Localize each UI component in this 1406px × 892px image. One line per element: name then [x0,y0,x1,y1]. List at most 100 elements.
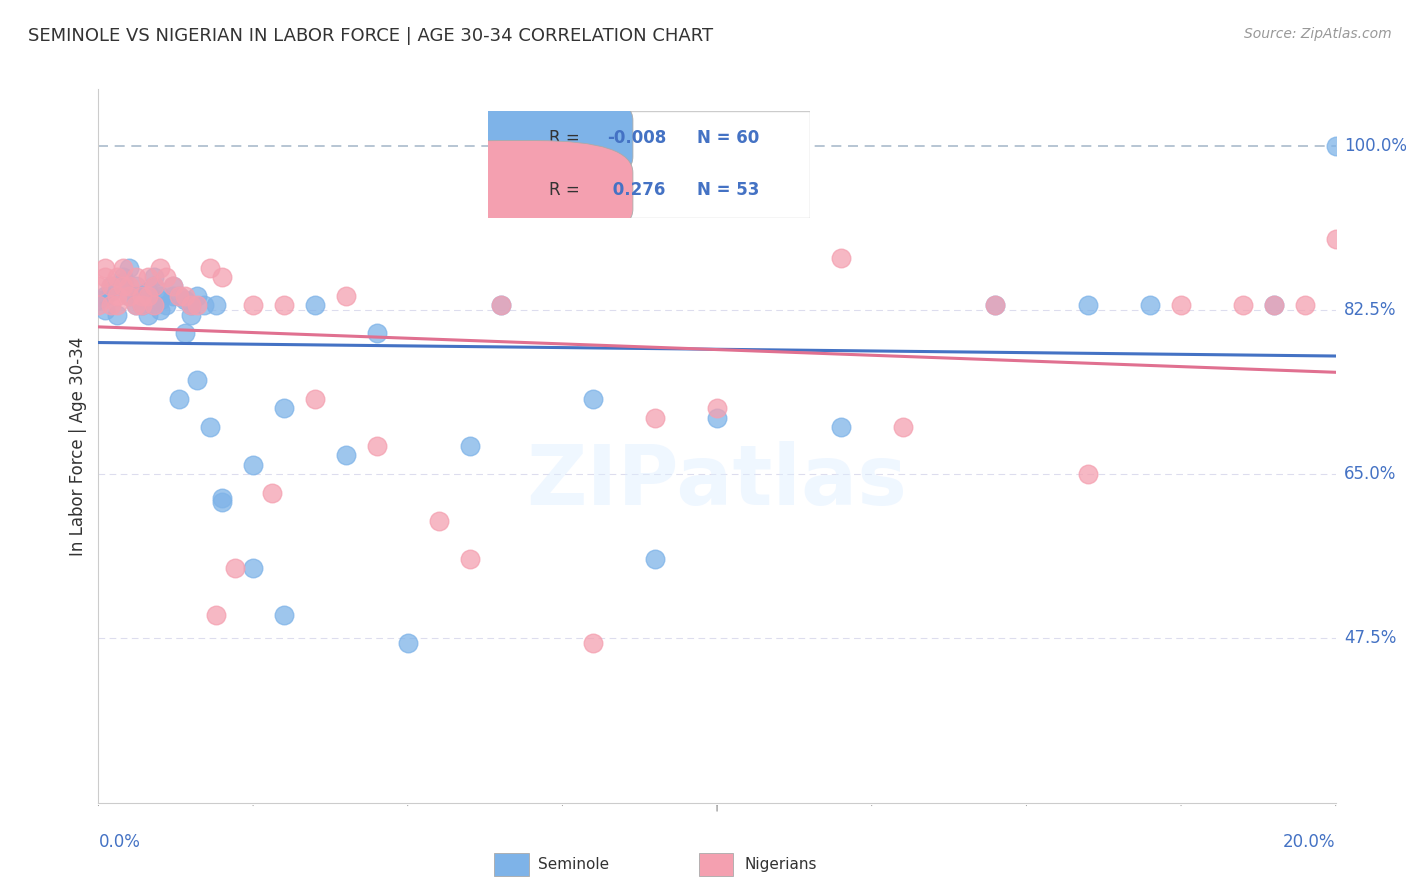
Point [112,260,135,275]
Point [489,298,512,312]
Point [143,279,166,293]
Point [984,298,1007,312]
Point [1232,298,1254,312]
Point [124,279,146,293]
Point [304,298,326,312]
FancyBboxPatch shape [495,854,529,876]
Point [304,392,326,406]
Point [273,298,295,312]
Point [93,289,115,303]
Point [100,279,122,293]
Point [93,260,115,275]
Point [131,298,153,312]
Point [335,449,357,463]
Point [186,373,208,387]
Text: 47.5%: 47.5% [1344,630,1396,648]
Point [198,420,221,434]
Point [174,289,197,303]
Point [273,607,295,622]
Point [112,270,135,285]
Point [706,410,728,425]
Point [193,298,215,312]
Point [458,551,481,566]
Point [87,293,110,308]
Point [273,401,295,416]
Point [143,298,166,312]
Point [112,279,135,293]
Point [162,279,184,293]
Point [167,392,190,406]
Text: ZIPatlas: ZIPatlas [527,442,907,522]
Point [87,279,110,293]
Point [1324,232,1347,246]
Point [136,284,159,298]
Point [582,636,605,650]
Point [582,392,605,406]
Point [124,289,146,303]
Point [143,270,166,285]
Point [131,289,153,303]
Point [149,302,172,317]
Point [136,289,159,303]
Point [174,293,197,308]
Point [1294,298,1316,312]
Point [131,298,153,312]
Point [124,298,146,312]
Point [136,308,159,322]
Point [396,636,419,650]
Point [186,289,208,303]
Text: Seminole: Seminole [537,857,609,872]
Point [180,308,202,322]
Point [100,298,122,312]
Point [87,298,110,312]
Point [180,298,202,312]
Point [224,561,246,575]
Point [205,607,228,622]
Point [167,289,190,303]
Text: Source: ZipAtlas.com: Source: ZipAtlas.com [1244,27,1392,41]
Point [1263,298,1285,312]
Point [366,439,388,453]
Point [706,401,728,416]
Point [198,260,221,275]
Y-axis label: In Labor Force | Age 30-34: In Labor Force | Age 30-34 [69,336,87,556]
Point [149,289,172,303]
Point [242,561,264,575]
Point [124,270,146,285]
Point [458,439,481,453]
Point [242,458,264,472]
Point [162,279,184,293]
Point [984,298,1007,312]
Point [93,270,115,285]
Point [174,326,197,341]
Text: Nigerians: Nigerians [744,857,817,872]
Point [105,270,128,285]
Point [118,260,141,275]
Point [1324,138,1347,153]
Point [100,284,122,298]
Point [211,491,233,505]
Point [118,279,141,293]
Point [1077,467,1099,482]
Point [143,298,166,312]
Point [124,298,146,312]
Point [186,298,208,312]
Text: 20.0%: 20.0% [1284,833,1336,851]
Point [366,326,388,341]
Point [136,289,159,303]
Point [143,279,166,293]
Point [205,298,228,312]
Point [112,275,135,289]
Point [489,298,512,312]
Text: 100.0%: 100.0% [1344,136,1406,154]
Point [167,289,190,303]
Point [644,551,666,566]
Text: 82.5%: 82.5% [1344,301,1396,318]
Point [180,298,202,312]
Point [105,308,128,322]
Point [427,514,450,528]
Point [149,260,172,275]
Point [644,410,666,425]
Point [155,270,177,285]
Point [131,289,153,303]
